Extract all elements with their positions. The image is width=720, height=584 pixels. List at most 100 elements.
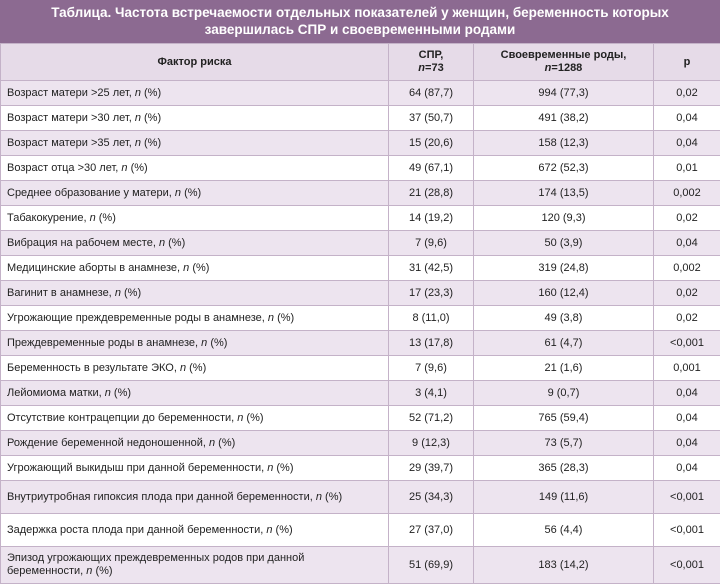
table-row: Угрожающий выкидыш при данной беременнос… [1, 456, 720, 481]
value-cell: 31 (42,5) [389, 256, 474, 281]
value-cell: 491 (38,2) [474, 106, 654, 131]
factor-cell: Угрожающий выкидыш при данной беременнос… [1, 456, 389, 481]
value-cell: 0,02 [654, 206, 720, 231]
header-cell: Фактор риска [1, 44, 389, 81]
value-cell: 0,002 [654, 256, 720, 281]
factor-cell: Табакокурение, n (%) [1, 206, 389, 231]
value-cell: 49 (67,1) [389, 156, 474, 181]
value-cell: 0,04 [654, 231, 720, 256]
table-body: Возраст матери >25 лет, n (%)64 (87,7)99… [1, 81, 720, 584]
value-cell: 50 (3,9) [474, 231, 654, 256]
table-row: Угрожающие преждевременные роды в анамне… [1, 306, 720, 331]
table-row: Внутриутробная гипоксия плода при данной… [1, 481, 720, 514]
value-cell: 0,04 [654, 406, 720, 431]
value-cell: 25 (34,3) [389, 481, 474, 514]
value-cell: <0,001 [654, 547, 720, 584]
value-cell: 365 (28,3) [474, 456, 654, 481]
factor-cell: Лейомиома матки, n (%) [1, 381, 389, 406]
value-cell: 8 (11,0) [389, 306, 474, 331]
factor-cell: Эпизод угрожающих преждевременных родов … [1, 547, 389, 584]
value-cell: 9 (12,3) [389, 431, 474, 456]
value-cell: 14 (19,2) [389, 206, 474, 231]
table-row: Эпизод угрожающих преждевременных родов … [1, 547, 720, 584]
value-cell: 0,02 [654, 81, 720, 106]
table-row: Медицинские аборты в анамнезе, n (%)31 (… [1, 256, 720, 281]
value-cell: 0,04 [654, 456, 720, 481]
value-cell: 994 (77,3) [474, 81, 654, 106]
factor-cell: Возраст матери >25 лет, n (%) [1, 81, 389, 106]
value-cell: 17 (23,3) [389, 281, 474, 306]
factor-cell: Внутриутробная гипоксия плода при данной… [1, 481, 389, 514]
table-row: Вагинит в анамнезе, n (%)17 (23,3)160 (1… [1, 281, 720, 306]
factor-cell: Преждевременные роды в анамнезе, n (%) [1, 331, 389, 356]
factor-cell: Задержка роста плода при данной беременн… [1, 514, 389, 547]
table-row: Задержка роста плода при данной беременн… [1, 514, 720, 547]
value-cell: 174 (13,5) [474, 181, 654, 206]
factor-cell: Возраст отца >30 лет, n (%) [1, 156, 389, 181]
value-cell: 319 (24,8) [474, 256, 654, 281]
value-cell: 37 (50,7) [389, 106, 474, 131]
table-row: Возраст матери >25 лет, n (%)64 (87,7)99… [1, 81, 720, 106]
table-row: Лейомиома матки, n (%)3 (4,1)9 (0,7)0,04 [1, 381, 720, 406]
value-cell: 27 (37,0) [389, 514, 474, 547]
value-cell: 0,04 [654, 381, 720, 406]
factor-cell: Возраст матери >35 лет, n (%) [1, 131, 389, 156]
factor-cell: Отсутствие контрацепции до беременности,… [1, 406, 389, 431]
value-cell: 56 (4,4) [474, 514, 654, 547]
table-row: Табакокурение, n (%)14 (19,2)120 (9,3)0,… [1, 206, 720, 231]
factor-cell: Возраст матери >30 лет, n (%) [1, 106, 389, 131]
value-cell: 21 (28,8) [389, 181, 474, 206]
value-cell: 52 (71,2) [389, 406, 474, 431]
table-row: Возраст матери >35 лет, n (%)15 (20,6)15… [1, 131, 720, 156]
value-cell: 9 (0,7) [474, 381, 654, 406]
value-cell: 51 (69,9) [389, 547, 474, 584]
value-cell: 0,04 [654, 131, 720, 156]
table-row: Рождение беременной недоношенной, n (%)9… [1, 431, 720, 456]
value-cell: 765 (59,4) [474, 406, 654, 431]
factor-cell: Среднее образование у матери, n (%) [1, 181, 389, 206]
table-row: Возраст матери >30 лет, n (%)37 (50,7)49… [1, 106, 720, 131]
table-title: Таблица. Частота встречаемости отдельных… [0, 0, 720, 43]
value-cell: 15 (20,6) [389, 131, 474, 156]
table-row: Беременность в результате ЭКО, n (%)7 (9… [1, 356, 720, 381]
factor-cell: Вагинит в анамнезе, n (%) [1, 281, 389, 306]
value-cell: 183 (14,2) [474, 547, 654, 584]
factor-cell: Вибрация на рабочем месте, n (%) [1, 231, 389, 256]
value-cell: 73 (5,7) [474, 431, 654, 456]
value-cell: <0,001 [654, 481, 720, 514]
table-row: Вибрация на рабочем месте, n (%)7 (9,6)5… [1, 231, 720, 256]
value-cell: 64 (87,7) [389, 81, 474, 106]
header-cell: p [654, 44, 720, 81]
value-cell: 49 (3,8) [474, 306, 654, 331]
value-cell: 0,01 [654, 156, 720, 181]
value-cell: 0,002 [654, 181, 720, 206]
table-row: Преждевременные роды в анамнезе, n (%)13… [1, 331, 720, 356]
value-cell: 672 (52,3) [474, 156, 654, 181]
table-row: Среднее образование у матери, n (%)21 (2… [1, 181, 720, 206]
value-cell: 0,04 [654, 431, 720, 456]
value-cell: 7 (9,6) [389, 356, 474, 381]
value-cell: 7 (9,6) [389, 231, 474, 256]
value-cell: 0,04 [654, 106, 720, 131]
value-cell: <0,001 [654, 331, 720, 356]
value-cell: 149 (11,6) [474, 481, 654, 514]
table-row: Возраст отца >30 лет, n (%)49 (67,1)672 … [1, 156, 720, 181]
value-cell: 0,001 [654, 356, 720, 381]
value-cell: 120 (9,3) [474, 206, 654, 231]
factor-cell: Беременность в результате ЭКО, n (%) [1, 356, 389, 381]
factor-cell: Медицинские аборты в анамнезе, n (%) [1, 256, 389, 281]
value-cell: 29 (39,7) [389, 456, 474, 481]
factor-cell: Угрожающие преждевременные роды в анамне… [1, 306, 389, 331]
value-cell: 160 (12,4) [474, 281, 654, 306]
header-cell: Своевременные роды, n=1288 [474, 44, 654, 81]
header-cell: СПР, n=73 [389, 44, 474, 81]
value-cell: 21 (1,6) [474, 356, 654, 381]
value-cell: 0,02 [654, 306, 720, 331]
table-row: Отсутствие контрацепции до беременности,… [1, 406, 720, 431]
value-cell: 0,02 [654, 281, 720, 306]
value-cell: <0,001 [654, 514, 720, 547]
value-cell: 13 (17,8) [389, 331, 474, 356]
